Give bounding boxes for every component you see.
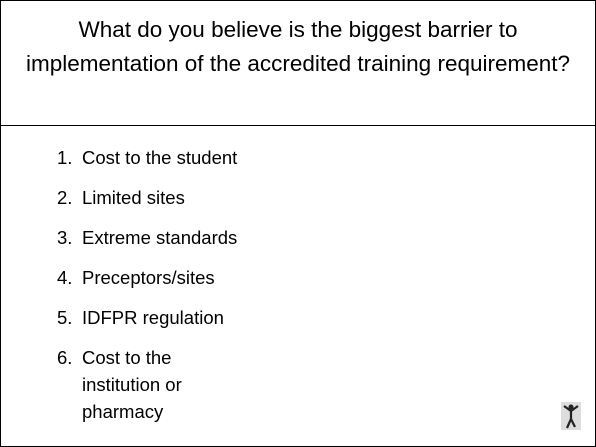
list-item: 5. IDFPR regulation — [57, 304, 237, 331]
list-item: 1. Cost to the student — [57, 144, 237, 171]
item-number: 5. — [57, 307, 73, 328]
item-list: 1. Cost to the student 2. Limited sites 3. Ex… — [57, 144, 237, 438]
title-box: What do you believe is the biggest barri… — [1, 1, 595, 126]
item-text: Cost to the student — [82, 147, 238, 168]
item-number: 4. — [57, 267, 73, 288]
list-item: 2. Limited sites — [57, 184, 237, 211]
slide-title: What do you believe is the biggest barri… — [25, 17, 571, 76]
item-text: Preceptors/sites — [82, 267, 215, 288]
list-item: 4. Preceptors/sites — [57, 264, 237, 291]
runner-icon — [561, 402, 581, 430]
item-number: 3. — [57, 227, 73, 248]
item-text: Limited sites — [82, 187, 185, 208]
list-item: 3. Extreme standards — [57, 224, 237, 251]
item-text: IDFPR regulation — [82, 307, 224, 328]
item-text: Cost to the institution or pharmacy — [82, 347, 182, 422]
item-number: 6. — [57, 347, 73, 368]
item-number: 1. — [57, 147, 73, 168]
item-number: 2. — [57, 187, 73, 208]
list-item: 6. Cost to the institution or pharmacy — [57, 344, 237, 425]
item-text: Extreme standards — [82, 227, 238, 248]
